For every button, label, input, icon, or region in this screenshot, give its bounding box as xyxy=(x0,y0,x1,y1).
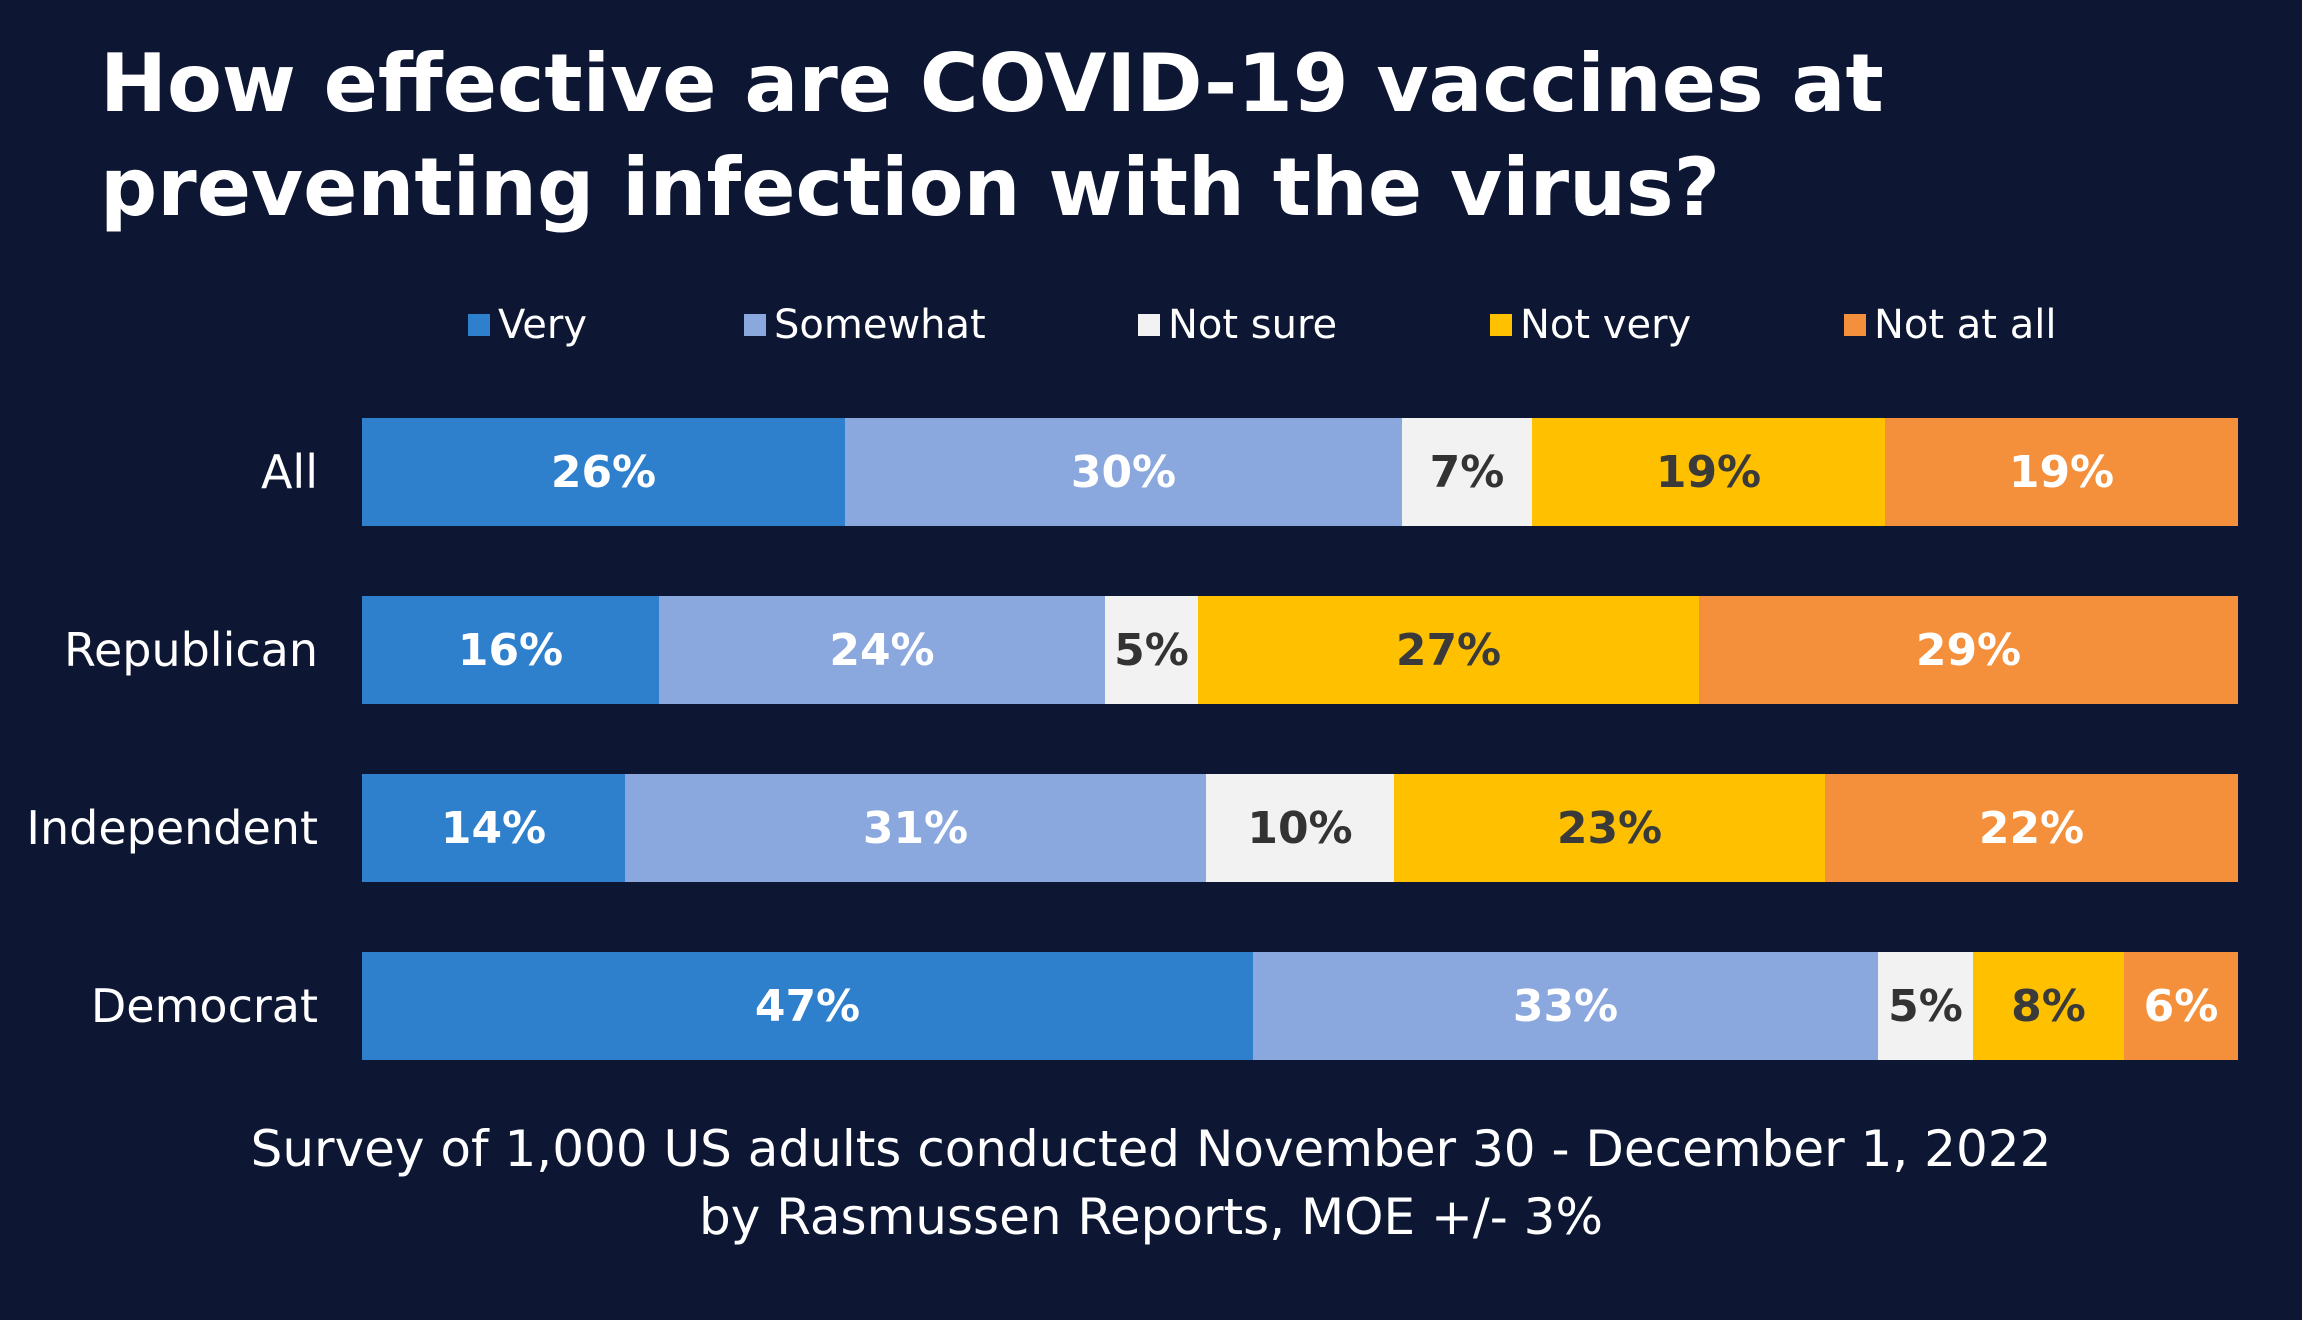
bar-segment-republican-not-sure: 5% xyxy=(1105,596,1198,704)
category-label-republican: Republican xyxy=(64,623,318,677)
data-label-republican-not-at-all: 29% xyxy=(1915,624,2022,676)
bar-segment-independent-not-at-all: 22% xyxy=(1825,774,2238,882)
bar-row-independent: 14% 31% 10% 23% 22% xyxy=(362,774,2238,882)
data-label-republican-not-sure: 5% xyxy=(1114,624,1189,676)
bar-row-republican: 16% 24% 5% 27% 29% xyxy=(362,596,2238,704)
data-label-all-somewhat: 30% xyxy=(1070,446,1177,498)
legend-label-somewhat: Somewhat xyxy=(774,302,986,348)
bar-segment-independent-somewhat: 31% xyxy=(625,774,1206,882)
bar-segment-democrat-not-at-all: 6% xyxy=(2124,952,2238,1060)
data-label-independent-somewhat: 31% xyxy=(862,802,969,854)
data-label-independent-not-very: 23% xyxy=(1556,802,1663,854)
legend-item-not-sure: Not sure xyxy=(1138,300,1337,350)
legend-label-not-at-all: Not at all xyxy=(1874,302,2057,348)
bar-segment-independent-very: 14% xyxy=(362,774,625,882)
data-label-democrat-somewhat: 33% xyxy=(1512,980,1619,1032)
data-label-independent-not-at-all: 22% xyxy=(1978,802,2085,854)
bar-segment-independent-not-very: 23% xyxy=(1394,774,1825,882)
data-label-republican-somewhat: 24% xyxy=(829,624,935,676)
bar-segment-republican-not-very: 27% xyxy=(1198,596,1699,704)
data-label-democrat-not-very: 8% xyxy=(2011,980,2086,1032)
data-label-republican-very: 16% xyxy=(457,624,564,676)
bar-segment-republican-very: 16% xyxy=(362,596,659,704)
data-label-democrat-not-sure: 5% xyxy=(1888,980,1963,1032)
bar-segment-all-somewhat: 30% xyxy=(845,418,1402,526)
footer-line-2: by Rasmussen Reports, MOE +/- 3% xyxy=(699,1188,1603,1246)
bar-row-democrat: 47% 33% 5% 8% 6% xyxy=(362,952,2238,1060)
data-label-democrat-not-at-all: 6% xyxy=(2143,980,2219,1032)
data-label-all-not-very: 19% xyxy=(1655,446,1762,498)
bar-row-all: 26% 30% 7% 19% 19% xyxy=(362,418,2238,526)
legend-label-not-very: Not very xyxy=(1520,302,1692,348)
legend-label-not-sure: Not sure xyxy=(1168,302,1338,348)
legend-label-very: Very xyxy=(498,302,587,348)
data-label-independent-not-sure: 10% xyxy=(1247,802,1353,854)
legend-swatch-very xyxy=(468,314,490,336)
legend-item-not-at-all: Not at all xyxy=(1844,300,2056,350)
footer-line-1: Survey of 1,000 US adults conducted Nove… xyxy=(250,1120,2052,1178)
legend-item-somewhat: Somewhat xyxy=(744,300,986,350)
data-label-all-very: 26% xyxy=(550,446,657,498)
bar-segment-democrat-somewhat: 33% xyxy=(1253,952,1878,1060)
bar-segment-all-very: 26% xyxy=(362,418,845,526)
data-label-all-not-sure: 7% xyxy=(1429,446,1505,498)
data-label-independent-very: 14% xyxy=(440,802,547,854)
chart-footer: Survey of 1,000 US adults conducted Nove… xyxy=(0,1115,2302,1251)
legend-swatch-not-sure xyxy=(1138,314,1160,336)
bar-segment-republican-somewhat: 24% xyxy=(659,596,1105,704)
legend-swatch-somewhat xyxy=(744,314,766,336)
bar-segment-all-not-at-all: 19% xyxy=(1885,418,2238,526)
category-label-independent: Independent xyxy=(26,801,318,855)
legend-swatch-not-at-all xyxy=(1844,314,1866,336)
data-label-all-not-at-all: 19% xyxy=(2008,446,2115,498)
data-label-republican-not-very: 27% xyxy=(1395,624,1502,676)
bar-segment-democrat-very: 47% xyxy=(362,952,1253,1060)
legend-item-not-very: Not very xyxy=(1490,300,1691,350)
chart-legend: Very Somewhat Not sure Not very Not at all xyxy=(0,300,2302,350)
bar-segment-independent-not-sure: 10% xyxy=(1206,774,1394,882)
data-label-democrat-very: 47% xyxy=(754,980,861,1032)
legend-swatch-not-very xyxy=(1490,314,1512,336)
bar-segment-all-not-very: 19% xyxy=(1532,418,1885,526)
category-label-democrat: Democrat xyxy=(90,979,318,1033)
category-label-all: All xyxy=(260,445,318,499)
bar-segment-democrat-not-sure: 5% xyxy=(1878,952,1973,1060)
bar-segment-democrat-not-very: 8% xyxy=(1973,952,2124,1060)
bar-segment-all-not-sure: 7% xyxy=(1402,418,1532,526)
chart-title: How effective are COVID-19 vaccines at p… xyxy=(100,37,1884,234)
bar-segment-republican-not-at-all: 29% xyxy=(1699,596,2238,704)
legend-item-very: Very xyxy=(468,300,587,350)
